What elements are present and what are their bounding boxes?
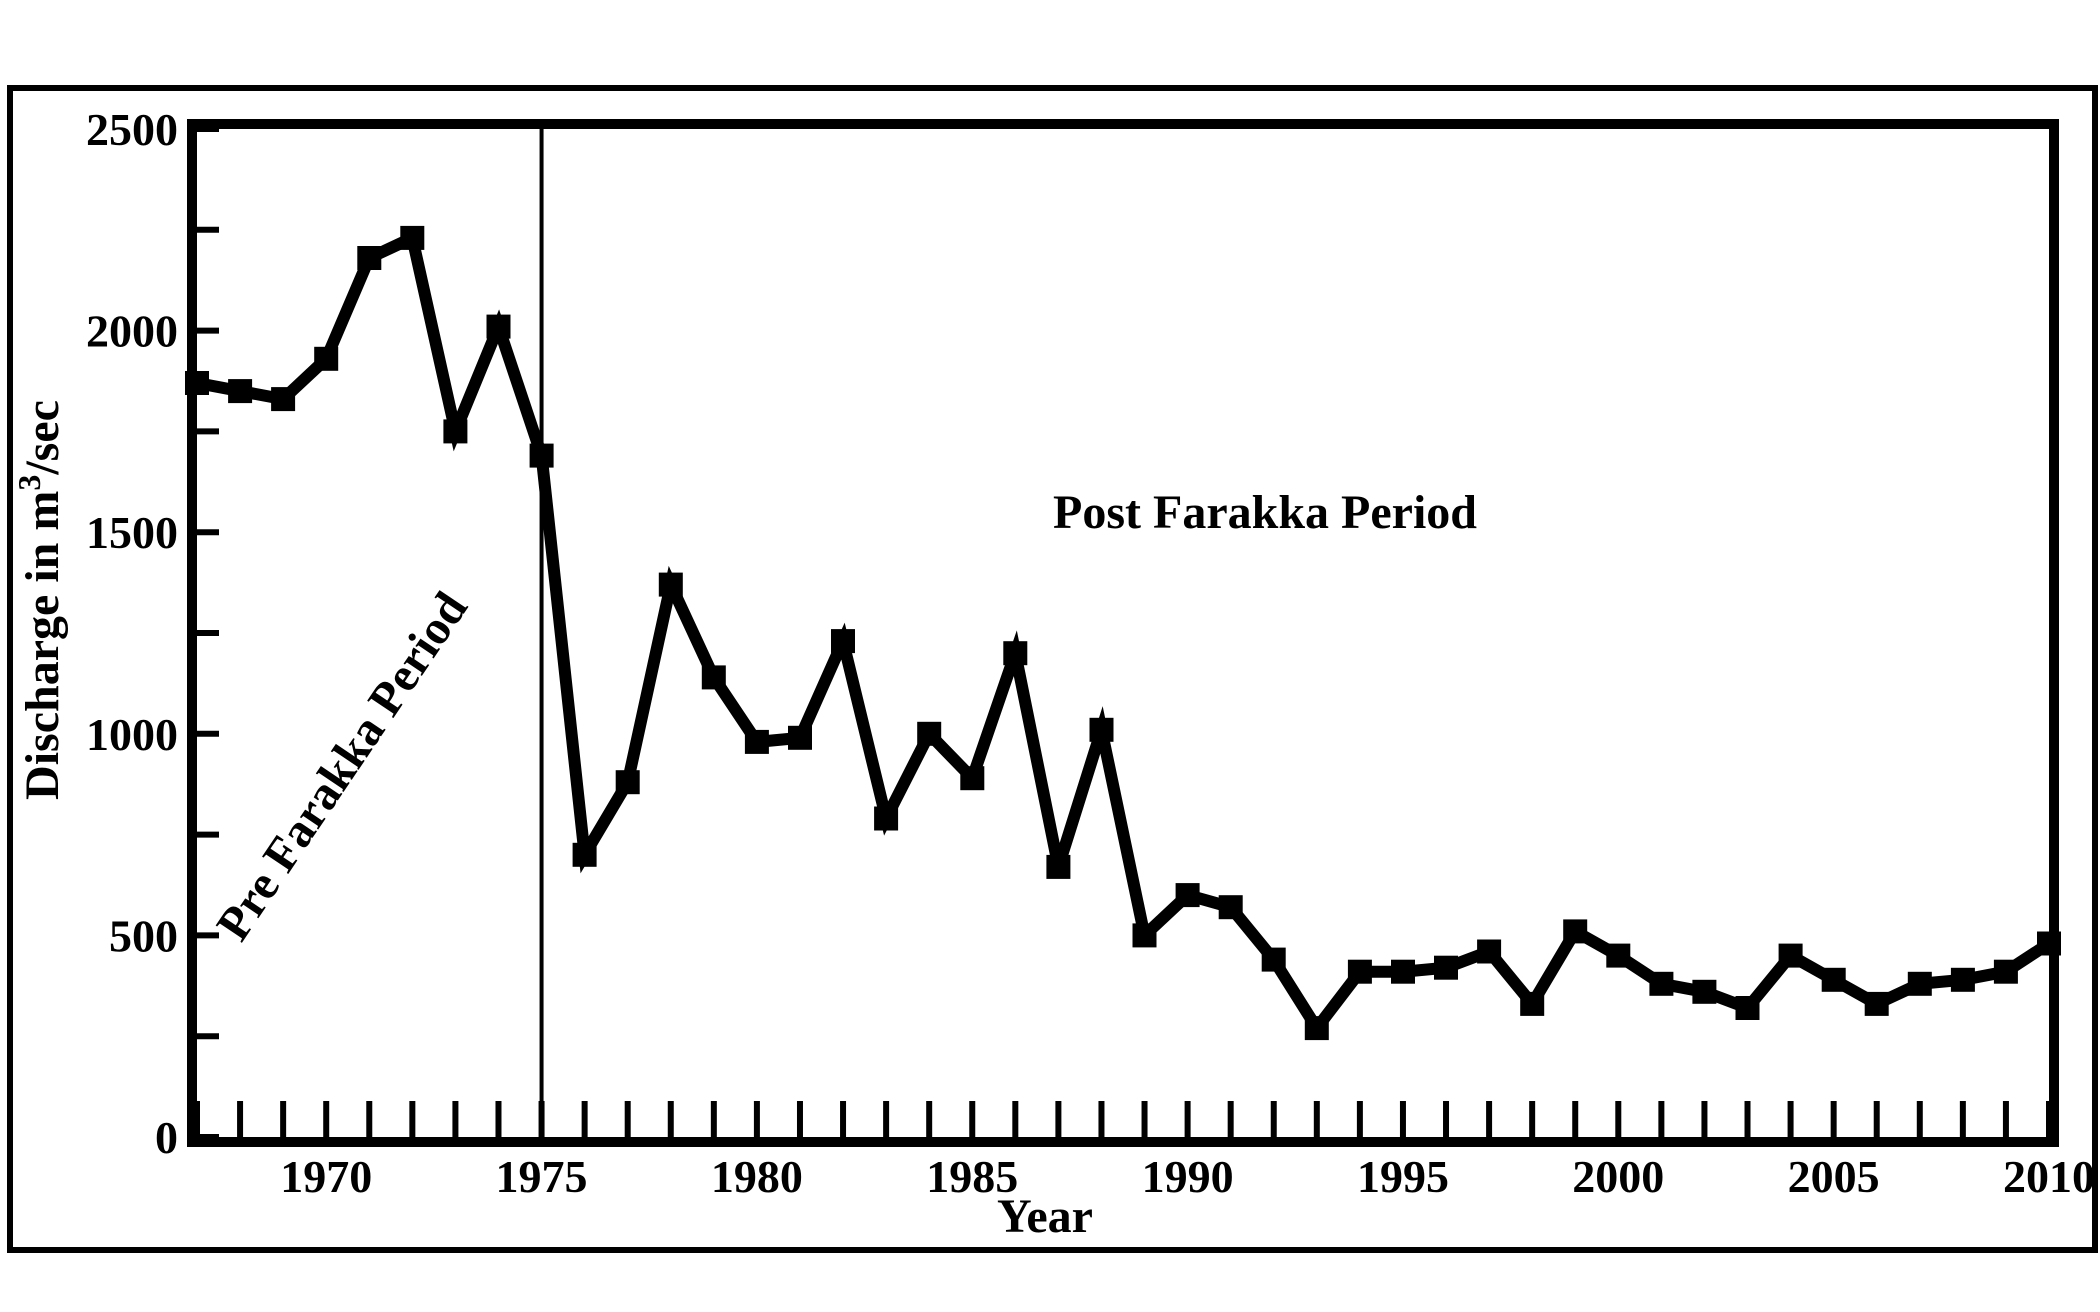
data-point-1993: [1304, 1016, 1329, 1041]
y-tick-label: 1000: [86, 709, 178, 760]
data-point-1990: [1175, 883, 1200, 908]
data-point-1986: [1003, 641, 1028, 666]
data-point-2006: [1864, 991, 1889, 1016]
x-tick-label: 1995: [1357, 1151, 1449, 1202]
y-axis-title-unit: /sec: [16, 400, 69, 476]
x-tick-label: 1975: [496, 1151, 588, 1202]
y-tick-label: 2000: [86, 306, 178, 357]
y-tick-labels: 0 500 1000 1500 2000 2500: [86, 104, 178, 1163]
x-tick-label: 1980: [711, 1151, 803, 1202]
data-point-1974: [486, 314, 511, 339]
data-point-2009: [1993, 959, 2018, 984]
data-point-2007: [1907, 971, 1932, 996]
data-point-1977: [615, 770, 640, 795]
x-tick-label: 2000: [1572, 1151, 1664, 1202]
data-point-2003: [1735, 996, 1760, 1020]
x-tick-label: 2005: [1788, 1151, 1880, 1202]
data-point-1973: [443, 419, 468, 444]
series-line-discharge: [195, 229, 2053, 1039]
data-point-1980: [744, 729, 769, 754]
data-point-1999: [1563, 919, 1588, 944]
data-point-1989: [1132, 923, 1157, 948]
x-tick-label: 2010: [2003, 1151, 2095, 1202]
y-axis-title: Discharge in m3/sec: [11, 400, 69, 800]
outer-frame: [7, 85, 2098, 1253]
data-point-1987: [1046, 854, 1071, 879]
x-tick-label: 1970: [280, 1151, 372, 1202]
x-axis-title: Year: [997, 1190, 1093, 1243]
data-point-2008: [1950, 967, 1975, 992]
data-point-2000: [1606, 943, 1631, 968]
annotation-post-farakka: Post Farakka Period: [1053, 486, 1477, 539]
y-tick-label: 500: [109, 910, 178, 961]
data-point-2010: [2037, 931, 2061, 956]
data-point-2004: [1778, 943, 1803, 968]
data-point-2005: [1821, 967, 1846, 992]
y-tick-label: 1500: [86, 507, 178, 558]
ticks-layer: [194, 126, 2052, 1140]
data-point-1997: [1477, 939, 1502, 964]
data-point-1985: [960, 766, 985, 791]
annotation-pre-farakka: Pre Farakka Period: [206, 583, 478, 950]
data-point-1984: [917, 721, 942, 746]
data-point-1998: [1520, 991, 1545, 1016]
x-tick-label: 1990: [1142, 1151, 1234, 1202]
data-point-1983: [874, 806, 899, 831]
data-point-1979: [701, 665, 726, 690]
y-axis-title-sup: 3: [11, 475, 47, 491]
data-point-1971: [357, 246, 382, 270]
data-point-1972: [400, 225, 425, 250]
data-point-1994: [1347, 959, 1372, 984]
data-point-1969: [271, 387, 296, 412]
data-point-1995: [1391, 959, 1415, 984]
data-point-1976: [572, 842, 597, 867]
series-markers: [185, 225, 2061, 1041]
y-axis-title-main: Discharge in m: [16, 491, 69, 800]
data-point-1996: [1434, 955, 1458, 980]
data-point-1992: [1261, 947, 1286, 972]
data-point-1991: [1218, 895, 1243, 920]
data-point-1975: [529, 443, 554, 468]
x-tick-label: 1985: [926, 1151, 1018, 1202]
data-point-1967: [185, 371, 209, 395]
data-point-1982: [831, 629, 855, 654]
data-point-1981: [788, 725, 812, 750]
data-point-1978: [658, 572, 683, 597]
data-point-1970: [314, 346, 339, 371]
data-point-2002: [1692, 979, 1717, 1004]
x-tick-labels: 1970 1975 1980 1985 1990 1995 2000 2005 2010: [280, 1151, 2095, 1202]
data-point-1968: [228, 379, 253, 404]
data-point-2001: [1649, 971, 1674, 996]
data-point-1988: [1089, 717, 1114, 742]
plot-frame: [187, 119, 2059, 1147]
y-tick-label: 2500: [86, 104, 178, 155]
y-tick-label: 0: [155, 1112, 178, 1163]
